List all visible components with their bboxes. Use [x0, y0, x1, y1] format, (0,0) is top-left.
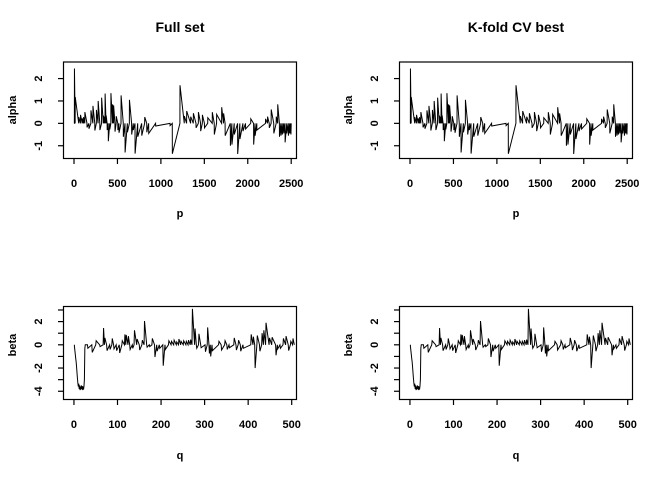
x-tick-label: 1500: [528, 178, 552, 190]
panel-box: [398, 61, 634, 160]
coefficient-series-beta: [73, 308, 295, 391]
x-tick-label: 2000: [236, 178, 260, 190]
y-tick-label: 1: [33, 98, 45, 104]
coefficient-series-beta: [409, 308, 631, 391]
panel-title-full-set: Full set: [155, 19, 204, 35]
x-tick-label: 0: [407, 419, 413, 431]
y-axis-label-alpha-right: alpha: [343, 95, 355, 125]
x-tick-label: 200: [488, 419, 506, 431]
coefficient-series-alpha: [73, 68, 292, 155]
y-axis-label-alpha-left: alpha: [7, 95, 19, 125]
y-tick-label: 1: [369, 98, 381, 104]
x-tick-label: 0: [71, 419, 77, 431]
x-axis-label-q-right: q: [513, 450, 520, 462]
panel-box: [398, 305, 634, 401]
x-tick-label: 2500: [279, 178, 303, 190]
y-tick-label: 0: [33, 342, 45, 348]
y-tick-label: -4: [33, 385, 45, 396]
y-axis-label-beta-right: beta: [343, 333, 355, 357]
panel-box: [62, 61, 298, 160]
y-tick-label: 2: [33, 319, 45, 325]
x-tick-label: 0: [71, 178, 77, 190]
x-tick-label: 300: [195, 419, 213, 431]
x-tick-label: 1000: [149, 178, 173, 190]
y-axis-label-beta-left: beta: [7, 333, 19, 357]
x-tick-label: 0: [407, 178, 413, 190]
x-tick-label: 500: [619, 419, 637, 431]
y-tick-label: -2: [369, 363, 381, 373]
x-tick-label: 500: [108, 178, 126, 190]
y-tick-label: -1: [33, 141, 45, 151]
x-axis-label-p-left: p: [177, 208, 184, 220]
y-tick-label: 0: [369, 342, 381, 348]
x-tick-label: 200: [152, 419, 170, 431]
y-tick-label: -2: [33, 363, 45, 373]
y-tick-label: 0: [369, 120, 381, 126]
x-tick-label: 500: [283, 419, 301, 431]
y-tick-label: -1: [369, 141, 381, 151]
panel-box: [62, 305, 298, 401]
y-tick-label: 2: [369, 76, 381, 82]
panel-title-kfold-cv-best: K-fold CV best: [468, 19, 565, 35]
x-tick-label: 100: [108, 419, 126, 431]
x-tick-label: 2000: [572, 178, 596, 190]
x-tick-label: 400: [575, 419, 593, 431]
x-tick-label: 500: [444, 178, 462, 190]
x-tick-label: 100: [444, 419, 462, 431]
y-tick-label: 2: [369, 319, 381, 325]
coefficient-series-alpha: [409, 68, 628, 155]
x-tick-label: 2500: [615, 178, 639, 190]
x-tick-label: 1500: [192, 178, 216, 190]
x-axis-label-q-left: q: [177, 450, 184, 462]
x-tick-label: 400: [239, 419, 257, 431]
y-tick-label: 0: [33, 120, 45, 126]
y-tick-label: 2: [33, 76, 45, 82]
x-tick-label: 1000: [485, 178, 509, 190]
x-axis-label-p-right: p: [513, 208, 520, 220]
x-tick-label: 300: [531, 419, 549, 431]
y-tick-label: -4: [369, 385, 381, 396]
